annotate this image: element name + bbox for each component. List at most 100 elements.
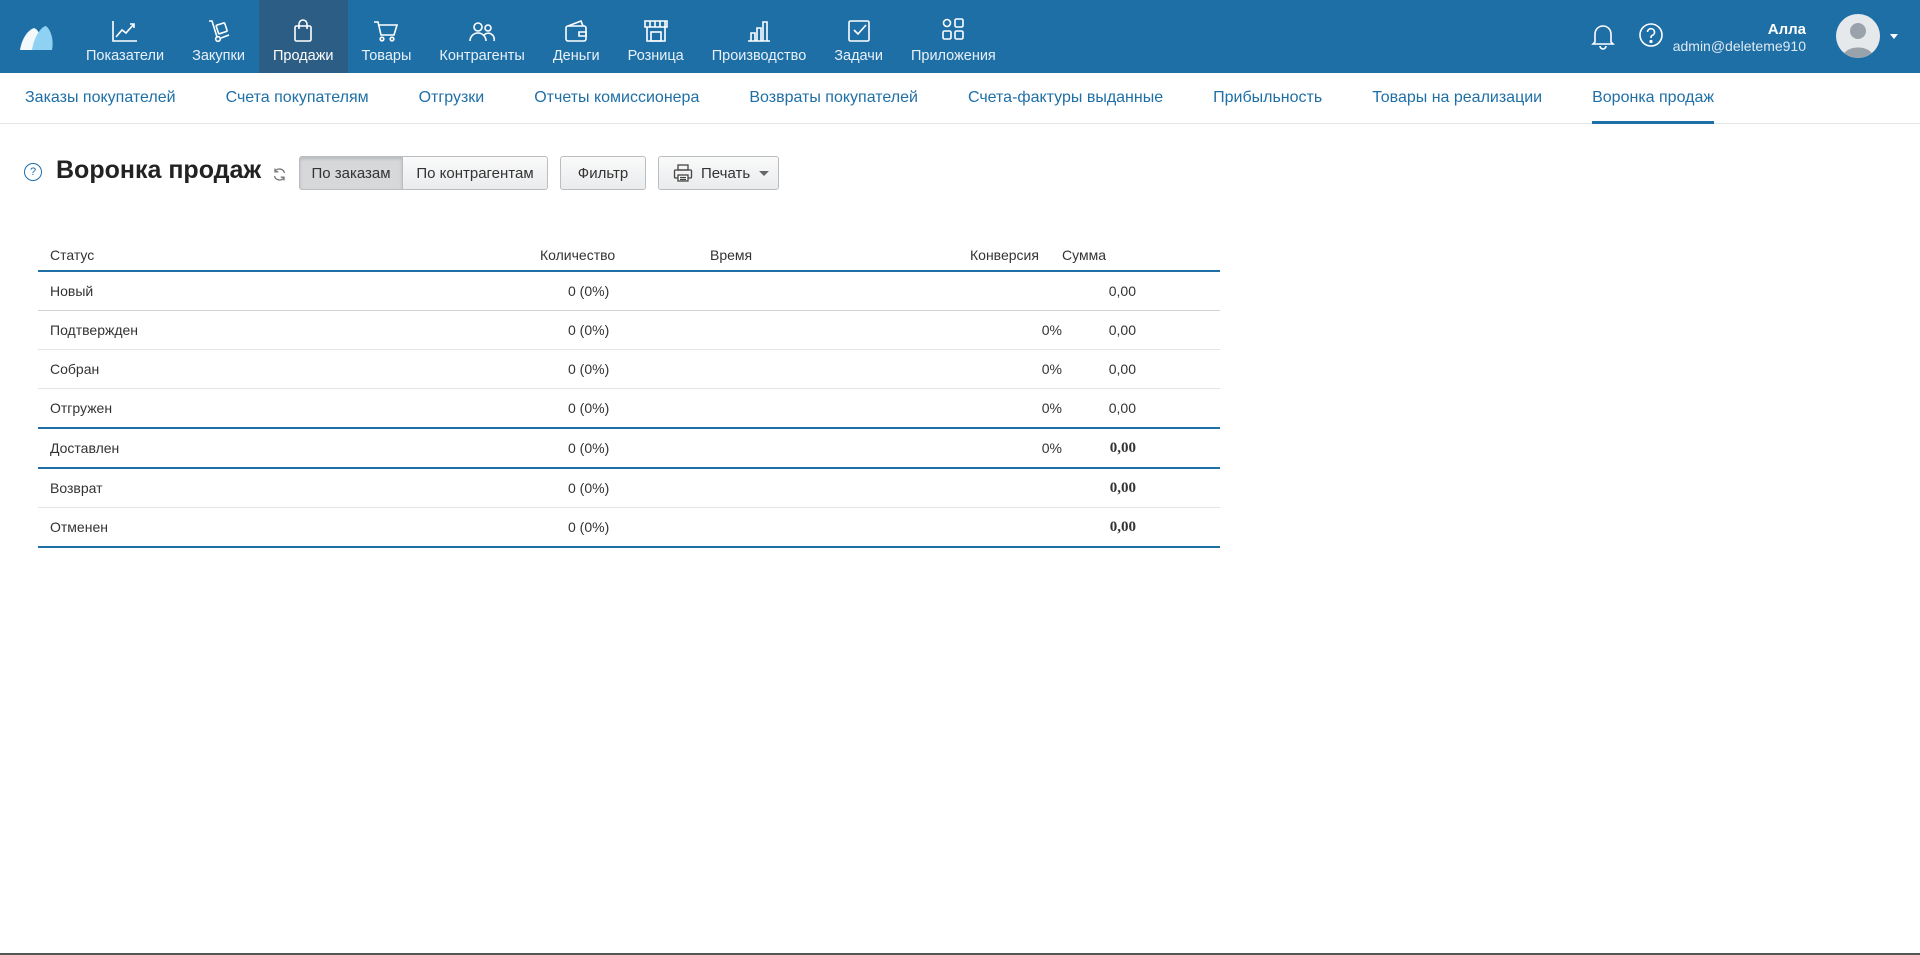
col-header-status[interactable]: Статус — [38, 240, 540, 272]
cell-sum: 0,00 — [1062, 388, 1136, 429]
subnav-customer-returns[interactable]: Возвраты покупателей — [749, 89, 918, 106]
cell-time — [710, 349, 970, 389]
col-header-quantity-label: Количество — [540, 247, 616, 263]
cell-time — [710, 388, 970, 429]
table-header-row: Статус Количество Время Конверсия Сумма — [38, 240, 1220, 272]
user-info[interactable]: Алла admin@deleteme910 — [1672, 21, 1806, 55]
subnav-commissioner-reports[interactable]: Отчеты комиссионера — [534, 89, 700, 106]
col-header-sum[interactable]: Сумма — [1062, 240, 1136, 272]
filter-button[interactable]: Фильтр — [560, 156, 646, 190]
subnav-profitability[interactable]: Прибыльность — [1213, 89, 1323, 106]
page-title: Воронка продаж — [56, 156, 262, 184]
cell-conversion: 0% — [970, 388, 1062, 429]
nav-item-contractors[interactable]: Контрагенты — [425, 0, 538, 73]
user-silhouette-icon — [1842, 23, 1874, 58]
cell-conversion: 0% — [970, 428, 1062, 469]
factory-icon — [747, 21, 770, 42]
help-icon[interactable] — [1638, 22, 1664, 48]
refresh-icon[interactable] — [272, 167, 287, 182]
nav-item-label: Деньги — [552, 48, 600, 64]
nav-item-production[interactable]: Производство — [698, 0, 821, 73]
user-menu-chevron-down-icon[interactable] — [1890, 34, 1898, 39]
nav-item-apps[interactable]: Приложения — [897, 0, 1010, 73]
cell-status: Подтвержден — [38, 310, 540, 350]
nav-item-label: Товары — [361, 48, 412, 64]
cell-quantity: 0 (0%) — [540, 310, 710, 350]
cell-conversion — [970, 271, 1062, 311]
subnav-invoices-issued[interactable]: Счета-фактуры выданные — [967, 89, 1164, 106]
main-nav: Показатели Закупки Продажи Товары К — [72, 0, 1010, 73]
cell-conversion — [970, 507, 1062, 548]
subnav-customer-invoices[interactable]: Счета покупателям — [225, 89, 369, 106]
table-row[interactable]: Собран 0 (0%) 0% 0,00 — [38, 349, 1220, 389]
cell-time — [710, 507, 970, 548]
nav-item-tasks[interactable]: Задачи — [820, 0, 897, 73]
user-email: admin@deleteme910 — [1672, 38, 1806, 54]
table-row[interactable]: Отменен 0 (0%) 0,00 — [38, 507, 1220, 548]
by-contractors-toggle-button[interactable]: По контрагентам — [402, 156, 548, 190]
subnav-customer-orders[interactable]: Заказы покупателей — [25, 89, 176, 106]
cell-status: Возврат — [38, 468, 540, 508]
col-header-quantity[interactable]: Количество — [540, 240, 710, 272]
cell-time — [710, 428, 970, 469]
wallet-icon — [565, 19, 588, 42]
cell-sum: 0,00 — [1062, 349, 1136, 389]
app-logo-icon[interactable] — [18, 18, 54, 54]
chart-line-icon — [112, 21, 138, 42]
user-name: Алла — [1767, 21, 1806, 38]
sales-funnel-table: Статус Количество Время Конверсия Сумма … — [38, 240, 1220, 548]
col-header-conversion[interactable]: Конверсия — [970, 240, 1062, 272]
apps-icon — [942, 18, 965, 40]
table-row[interactable]: Доставлен 0 (0%) 0% 0,00 — [38, 428, 1220, 469]
nav-item-label: Производство — [711, 48, 807, 64]
task-check-icon — [847, 20, 870, 42]
cell-quantity: 0 (0%) — [540, 388, 710, 429]
cell-time — [710, 310, 970, 350]
sales-subnav: Заказы покупателей Счета покупателям Отг… — [0, 73, 1920, 124]
subnav-sales-funnel[interactable]: Воронка продаж — [1592, 73, 1715, 124]
cell-sum: 0,00 — [1062, 310, 1136, 350]
print-button-label: Печать — [701, 164, 751, 182]
nav-item-label: Показатели — [86, 48, 165, 64]
nav-item-money[interactable]: Деньги — [539, 0, 614, 73]
subnav-shipments[interactable]: Отгрузки — [418, 89, 485, 106]
nav-item-sales[interactable]: Продажи — [258, 0, 348, 73]
window-bottom-border — [0, 953, 1920, 955]
nav-item-indicators[interactable]: Показатели — [72, 0, 178, 73]
cell-quantity: 0 (0%) — [540, 507, 710, 548]
cell-time — [710, 271, 970, 311]
cell-conversion: 0% — [970, 349, 1062, 389]
cell-conversion — [970, 468, 1062, 508]
cell-time — [710, 468, 970, 508]
bell-icon[interactable] — [1590, 22, 1616, 50]
cell-status: Новый — [38, 271, 540, 311]
cart-icon — [374, 21, 399, 42]
users-icon — [469, 22, 496, 42]
nav-item-label: Продажи — [272, 48, 334, 64]
nav-item-goods[interactable]: Товары — [348, 0, 426, 73]
page-help-icon[interactable]: ? — [24, 163, 42, 181]
cell-quantity: 0 (0%) — [540, 468, 710, 508]
dolly-icon — [208, 20, 229, 43]
top-navbar: Показатели Закупки Продажи Товары К — [0, 0, 1920, 73]
printer-icon — [673, 164, 693, 182]
cell-status: Отменен — [38, 507, 540, 548]
table-row[interactable]: Отгружен 0 (0%) 0% 0,00 — [38, 388, 1220, 429]
cell-sum: 0,00 — [1062, 428, 1136, 469]
nav-item-retail[interactable]: Розница — [614, 0, 698, 73]
nav-item-purchases[interactable]: Закупки — [178, 0, 259, 73]
nav-item-label: Закупки — [192, 48, 245, 64]
cell-status: Доставлен — [38, 428, 540, 469]
subnav-consignment-goods[interactable]: Товары на реализации — [1372, 89, 1543, 106]
table-row[interactable]: Подтвержден 0 (0%) 0% 0,00 — [38, 310, 1220, 350]
by-orders-toggle-button[interactable]: По заказам — [299, 156, 403, 190]
cell-conversion: 0% — [970, 310, 1062, 350]
cell-sum: 0,00 — [1062, 271, 1136, 311]
avatar[interactable] — [1836, 14, 1880, 58]
print-button[interactable]: Печать — [658, 156, 779, 190]
table-row[interactable]: Новый 0 (0%) 0,00 — [38, 271, 1220, 311]
shopping-bag-icon — [294, 19, 313, 42]
col-header-time[interactable]: Время — [710, 240, 970, 272]
table-row[interactable]: Возврат 0 (0%) 0,00 — [38, 468, 1220, 508]
nav-item-label: Контрагенты — [439, 48, 525, 64]
